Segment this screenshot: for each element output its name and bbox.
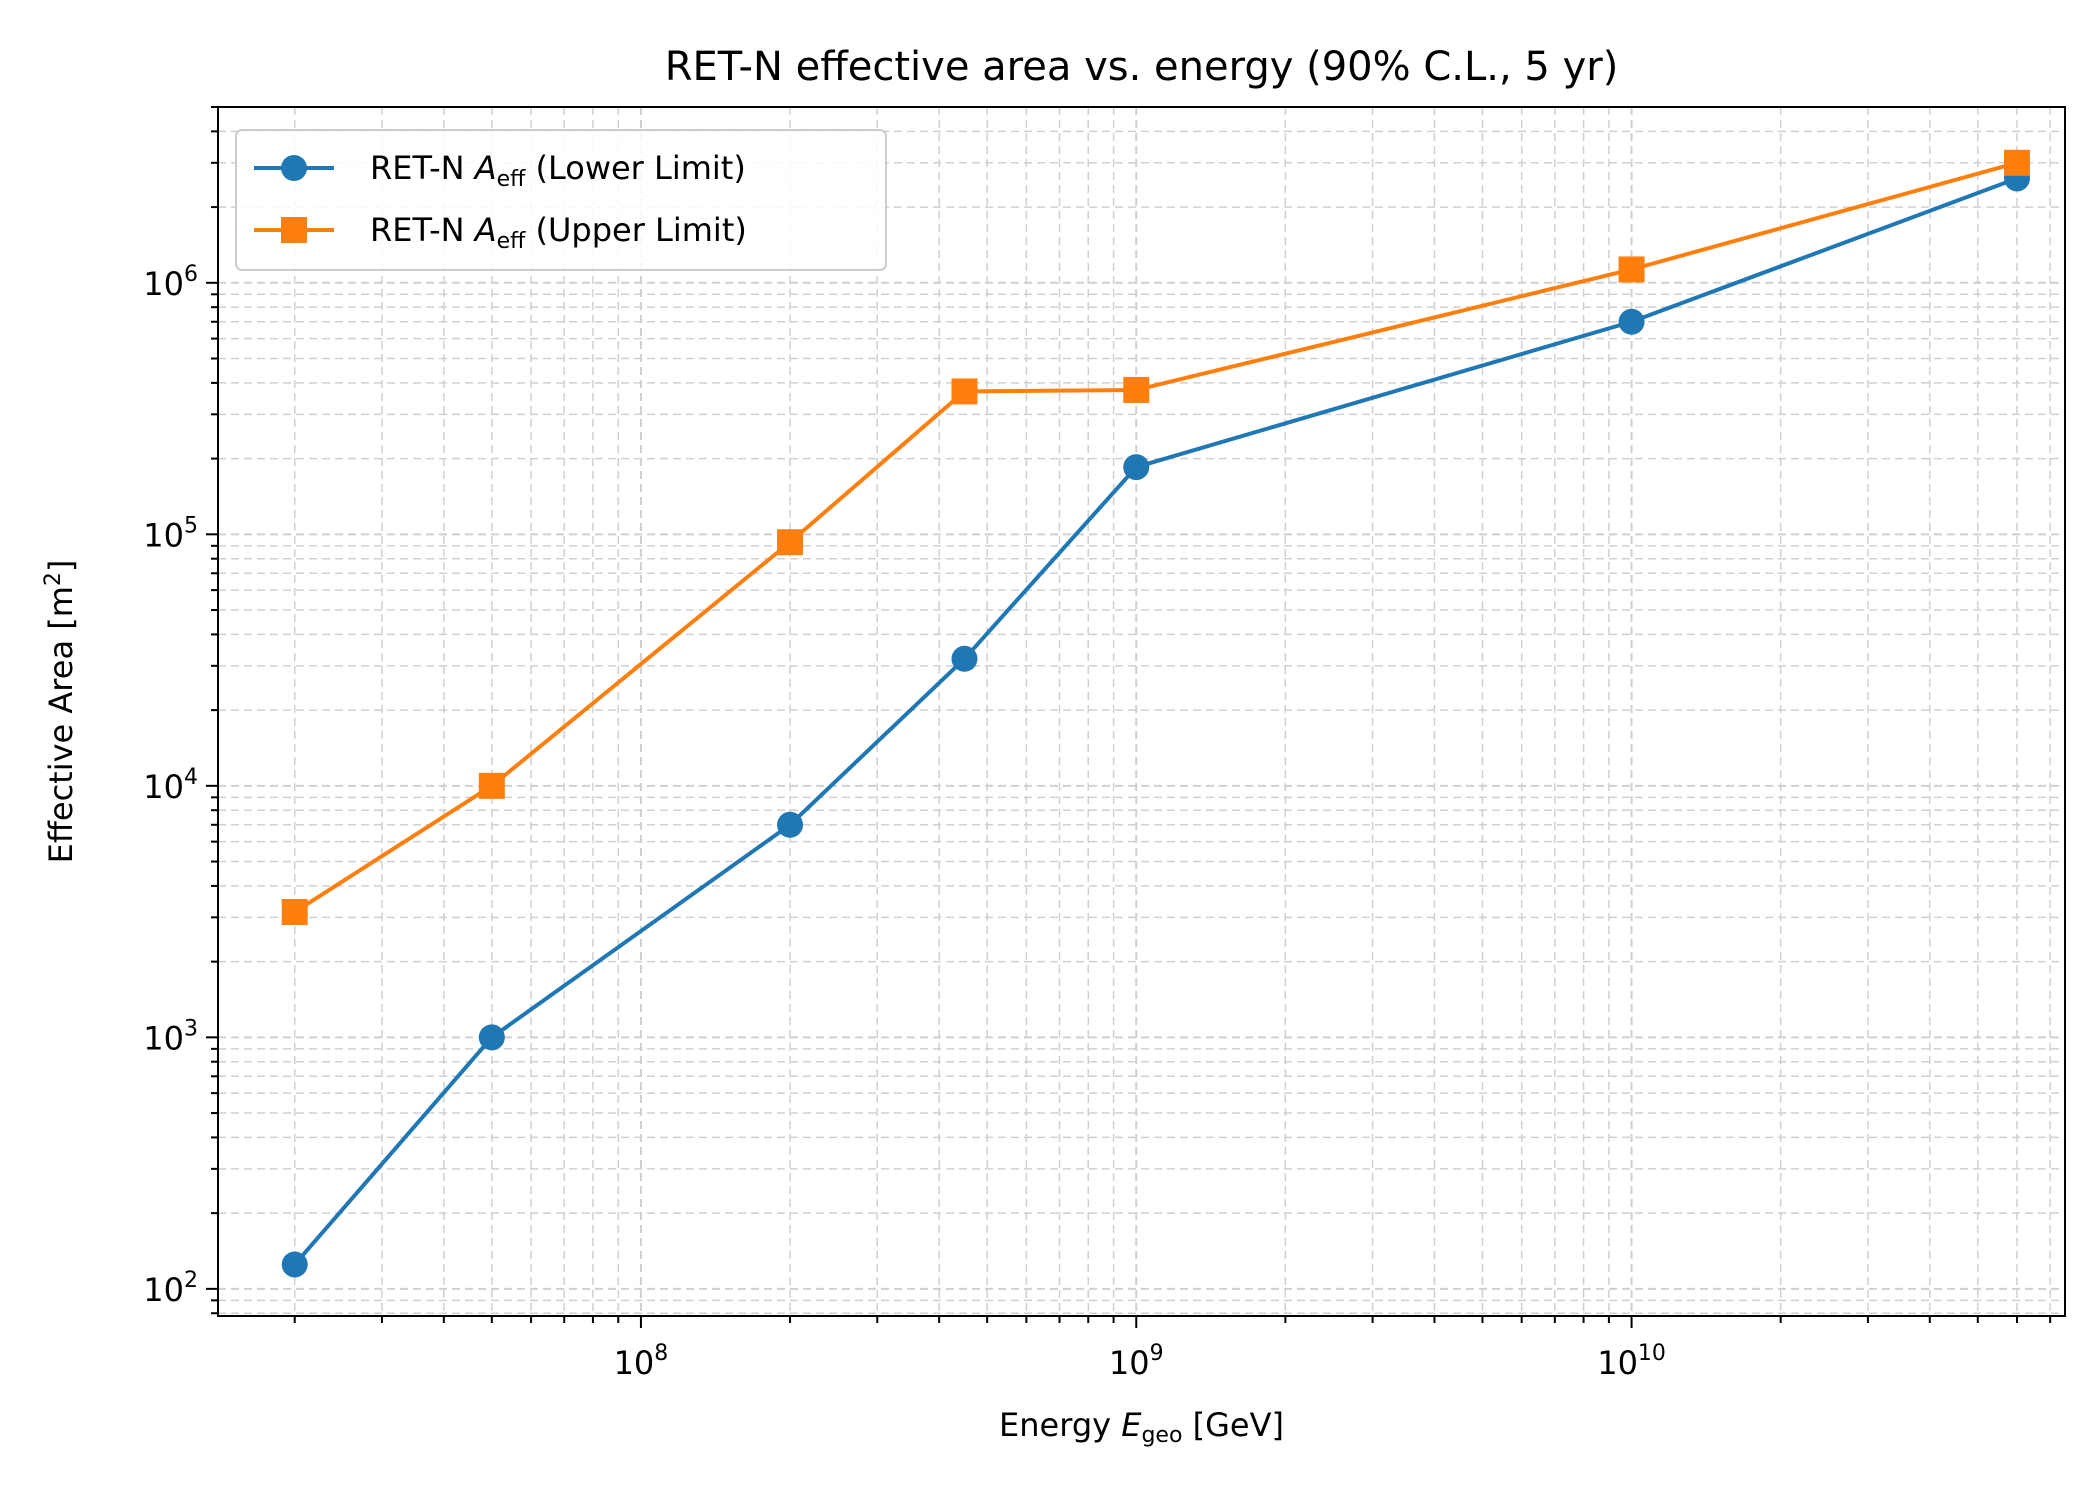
y-tick-label-exp: 6 — [184, 262, 198, 287]
y-tick-label-base: 10 — [143, 1271, 184, 1309]
data-point — [951, 378, 978, 405]
y-tick-label-base: 10 — [143, 265, 184, 303]
legend-marker — [281, 155, 307, 181]
y-tick-label-base: 10 — [143, 768, 184, 806]
x-axis-label-suffix: [GeV] — [1182, 1406, 1284, 1444]
legend-item: RET-N Aeff (Upper Limit) — [254, 211, 747, 254]
legend: RET-N Aeff (Lower Limit)RET-N Aeff (Uppe… — [235, 129, 887, 271]
legend-label-sub: eff — [497, 229, 527, 254]
grid — [218, 106, 2065, 1316]
series-0 — [281, 165, 2030, 1278]
series-layer — [281, 149, 2030, 1278]
x-axis-label: Energy Egeo [GeV] — [999, 1406, 1284, 1448]
x-tick-label-base: 10 — [1597, 1344, 1638, 1382]
x-tick-label-exp: 10 — [1638, 1341, 1666, 1366]
plot-frame — [217, 106, 2066, 1317]
ticks — [206, 106, 2052, 1328]
y-tick-label-exp: 3 — [184, 1016, 198, 1041]
y-tick-label-base: 10 — [143, 1019, 184, 1057]
legend-label: RET-N Aeff (Lower Limit) — [370, 149, 746, 192]
x-tick-label-base: 10 — [1109, 1344, 1150, 1382]
y-tick-label-exp: 2 — [184, 1268, 198, 1293]
data-point — [478, 1024, 505, 1051]
x-tick-label: 1010 — [1597, 1341, 1666, 1382]
y-tick-label: 102 — [143, 1268, 198, 1309]
data-point — [1123, 454, 1150, 481]
legend-label-suffix: (Lower Limit) — [525, 149, 746, 187]
y-axis-label-suffix: ] — [42, 560, 80, 572]
legend-label-symbol: A — [473, 149, 497, 187]
y-tick-label-exp: 4 — [184, 765, 198, 790]
legend-label-prefix: RET-N — [370, 211, 475, 249]
x-tick-label-exp: 8 — [654, 1341, 668, 1366]
x-tick-label: 108 — [614, 1341, 669, 1382]
legend-label-prefix: RET-N — [370, 149, 475, 187]
legend-label-sub: eff — [497, 167, 527, 192]
data-point — [951, 645, 978, 672]
legend-marker — [281, 217, 307, 243]
legend-box — [235, 129, 887, 271]
data-point — [1618, 256, 1645, 283]
y-tick-label-exp: 5 — [184, 513, 198, 538]
data-point — [777, 811, 804, 838]
y-tick-label-base: 10 — [143, 516, 184, 554]
y-tick-label: 103 — [143, 1016, 198, 1057]
legend-label-suffix: (Upper Limit) — [525, 211, 747, 249]
y-axis-label-sup: 2 — [41, 572, 66, 586]
x-tick-label: 109 — [1109, 1341, 1164, 1382]
data-point — [2003, 149, 2030, 176]
data-point — [478, 772, 505, 799]
y-axis-label-text: Effective Area [m — [42, 586, 80, 863]
y-tick-label: 105 — [143, 513, 198, 554]
data-point — [777, 529, 804, 556]
series-1 — [281, 149, 2030, 926]
x-tick-label-base: 10 — [614, 1344, 655, 1382]
y-tick-label: 106 — [143, 262, 198, 303]
legend-label: RET-N Aeff (Upper Limit) — [370, 211, 747, 254]
x-axis-label-symbol: E — [1121, 1406, 1142, 1444]
x-axis-label-prefix: Energy — [999, 1406, 1121, 1444]
y-axis-label: Effective Area [m2] — [41, 560, 80, 864]
legend-item: RET-N Aeff (Lower Limit) — [254, 149, 746, 192]
data-point — [281, 1251, 308, 1278]
data-point — [281, 899, 308, 926]
legend-label-symbol: A — [473, 211, 497, 249]
data-point — [1123, 376, 1150, 403]
x-tick-label-exp: 9 — [1150, 1341, 1164, 1366]
y-tick-label: 104 — [143, 765, 198, 806]
chart-title: RET-N effective area vs. energy (90% C.L… — [665, 44, 1619, 90]
data-point — [1618, 308, 1645, 335]
x-axis-label-sub: geo — [1141, 1423, 1182, 1448]
